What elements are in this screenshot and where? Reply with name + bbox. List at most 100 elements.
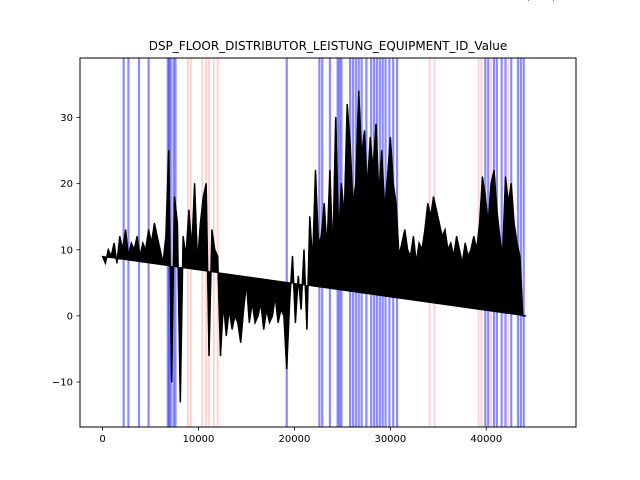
data-point <box>130 242 132 244</box>
data-point <box>303 249 305 251</box>
data-point <box>507 202 509 205</box>
data-point <box>148 229 150 231</box>
data-point <box>332 255 334 257</box>
data-point <box>395 202 397 205</box>
data-point <box>194 183 196 185</box>
data-point <box>496 209 498 211</box>
data-point <box>122 249 124 251</box>
data-point <box>476 249 478 251</box>
data-point <box>257 315 259 317</box>
data-point <box>139 255 141 257</box>
data-point <box>291 255 294 257</box>
data-point <box>386 176 389 178</box>
data-point <box>392 183 394 185</box>
data-point <box>286 368 288 370</box>
data-point <box>168 150 170 152</box>
data-point <box>171 381 173 383</box>
data-point <box>208 355 210 357</box>
data-point <box>516 242 518 244</box>
data-point <box>125 229 127 231</box>
data-point <box>430 216 432 218</box>
data-point <box>464 242 466 244</box>
data-point <box>473 235 475 238</box>
data-point <box>378 196 380 198</box>
data-point <box>289 302 291 304</box>
data-point <box>240 341 242 343</box>
data-point <box>231 328 233 330</box>
data-point <box>159 249 161 251</box>
highlight-band-red <box>216 58 219 427</box>
data-point <box>110 255 112 257</box>
y-tick-label: 20 <box>60 179 73 190</box>
data-point <box>116 262 118 264</box>
highlight-band-blue <box>522 58 525 427</box>
data-point <box>153 222 155 224</box>
data-point <box>389 136 391 138</box>
data-point <box>340 183 342 185</box>
data-point <box>191 249 193 251</box>
highlight-band-blue <box>285 58 288 427</box>
data-point <box>458 249 460 251</box>
data-point <box>217 255 219 257</box>
data-point <box>243 308 245 310</box>
data-point <box>369 136 371 138</box>
data-point <box>248 321 250 324</box>
data-point <box>372 169 374 171</box>
data-point <box>499 235 501 238</box>
data-point <box>136 235 138 238</box>
series-line <box>101 91 526 402</box>
data-point <box>384 209 386 211</box>
data-point <box>381 150 383 152</box>
data-point <box>412 235 414 238</box>
data-point <box>179 401 181 403</box>
axes-frame <box>79 57 577 428</box>
data-point <box>375 123 377 125</box>
x-tick-label: 0 <box>99 434 105 445</box>
data-point <box>479 222 481 224</box>
data-point <box>519 255 521 257</box>
data-point <box>127 255 129 257</box>
data-point <box>104 262 106 264</box>
x-tick-label: 20000 <box>279 434 311 445</box>
data-point <box>309 216 311 218</box>
y-tick-label: 30 <box>60 113 73 124</box>
data-point <box>407 249 409 251</box>
data-point <box>346 103 348 105</box>
data-point <box>268 321 271 324</box>
data-point <box>527 0 530 1</box>
data-point <box>312 262 314 264</box>
data-point <box>173 196 176 198</box>
data-point <box>205 183 207 185</box>
data-point <box>461 262 463 264</box>
data-point <box>101 255 104 257</box>
data-point <box>329 169 331 171</box>
data-point <box>343 216 345 218</box>
data-point <box>263 328 265 330</box>
data-point <box>162 262 164 264</box>
data-point <box>453 255 455 257</box>
data-point <box>435 209 437 211</box>
data-point <box>525 315 527 317</box>
data-point <box>185 255 187 257</box>
data-point <box>283 315 285 317</box>
data-point <box>335 116 337 119</box>
data-point <box>470 249 472 251</box>
data-point <box>274 295 276 297</box>
data-point <box>456 235 458 238</box>
data-point <box>188 209 190 211</box>
data-point <box>349 143 351 145</box>
data-point <box>450 242 452 244</box>
data-point <box>404 229 406 231</box>
data-point <box>427 202 429 205</box>
data-point <box>467 255 469 257</box>
data-point <box>490 183 492 185</box>
highlight-band-blue <box>127 58 130 427</box>
data-point <box>254 321 256 324</box>
data-point <box>306 328 308 330</box>
data-point <box>234 315 236 317</box>
data-point <box>222 302 224 304</box>
highlight-band-blue <box>500 58 503 427</box>
data-point <box>145 249 147 251</box>
data-point <box>522 315 524 317</box>
